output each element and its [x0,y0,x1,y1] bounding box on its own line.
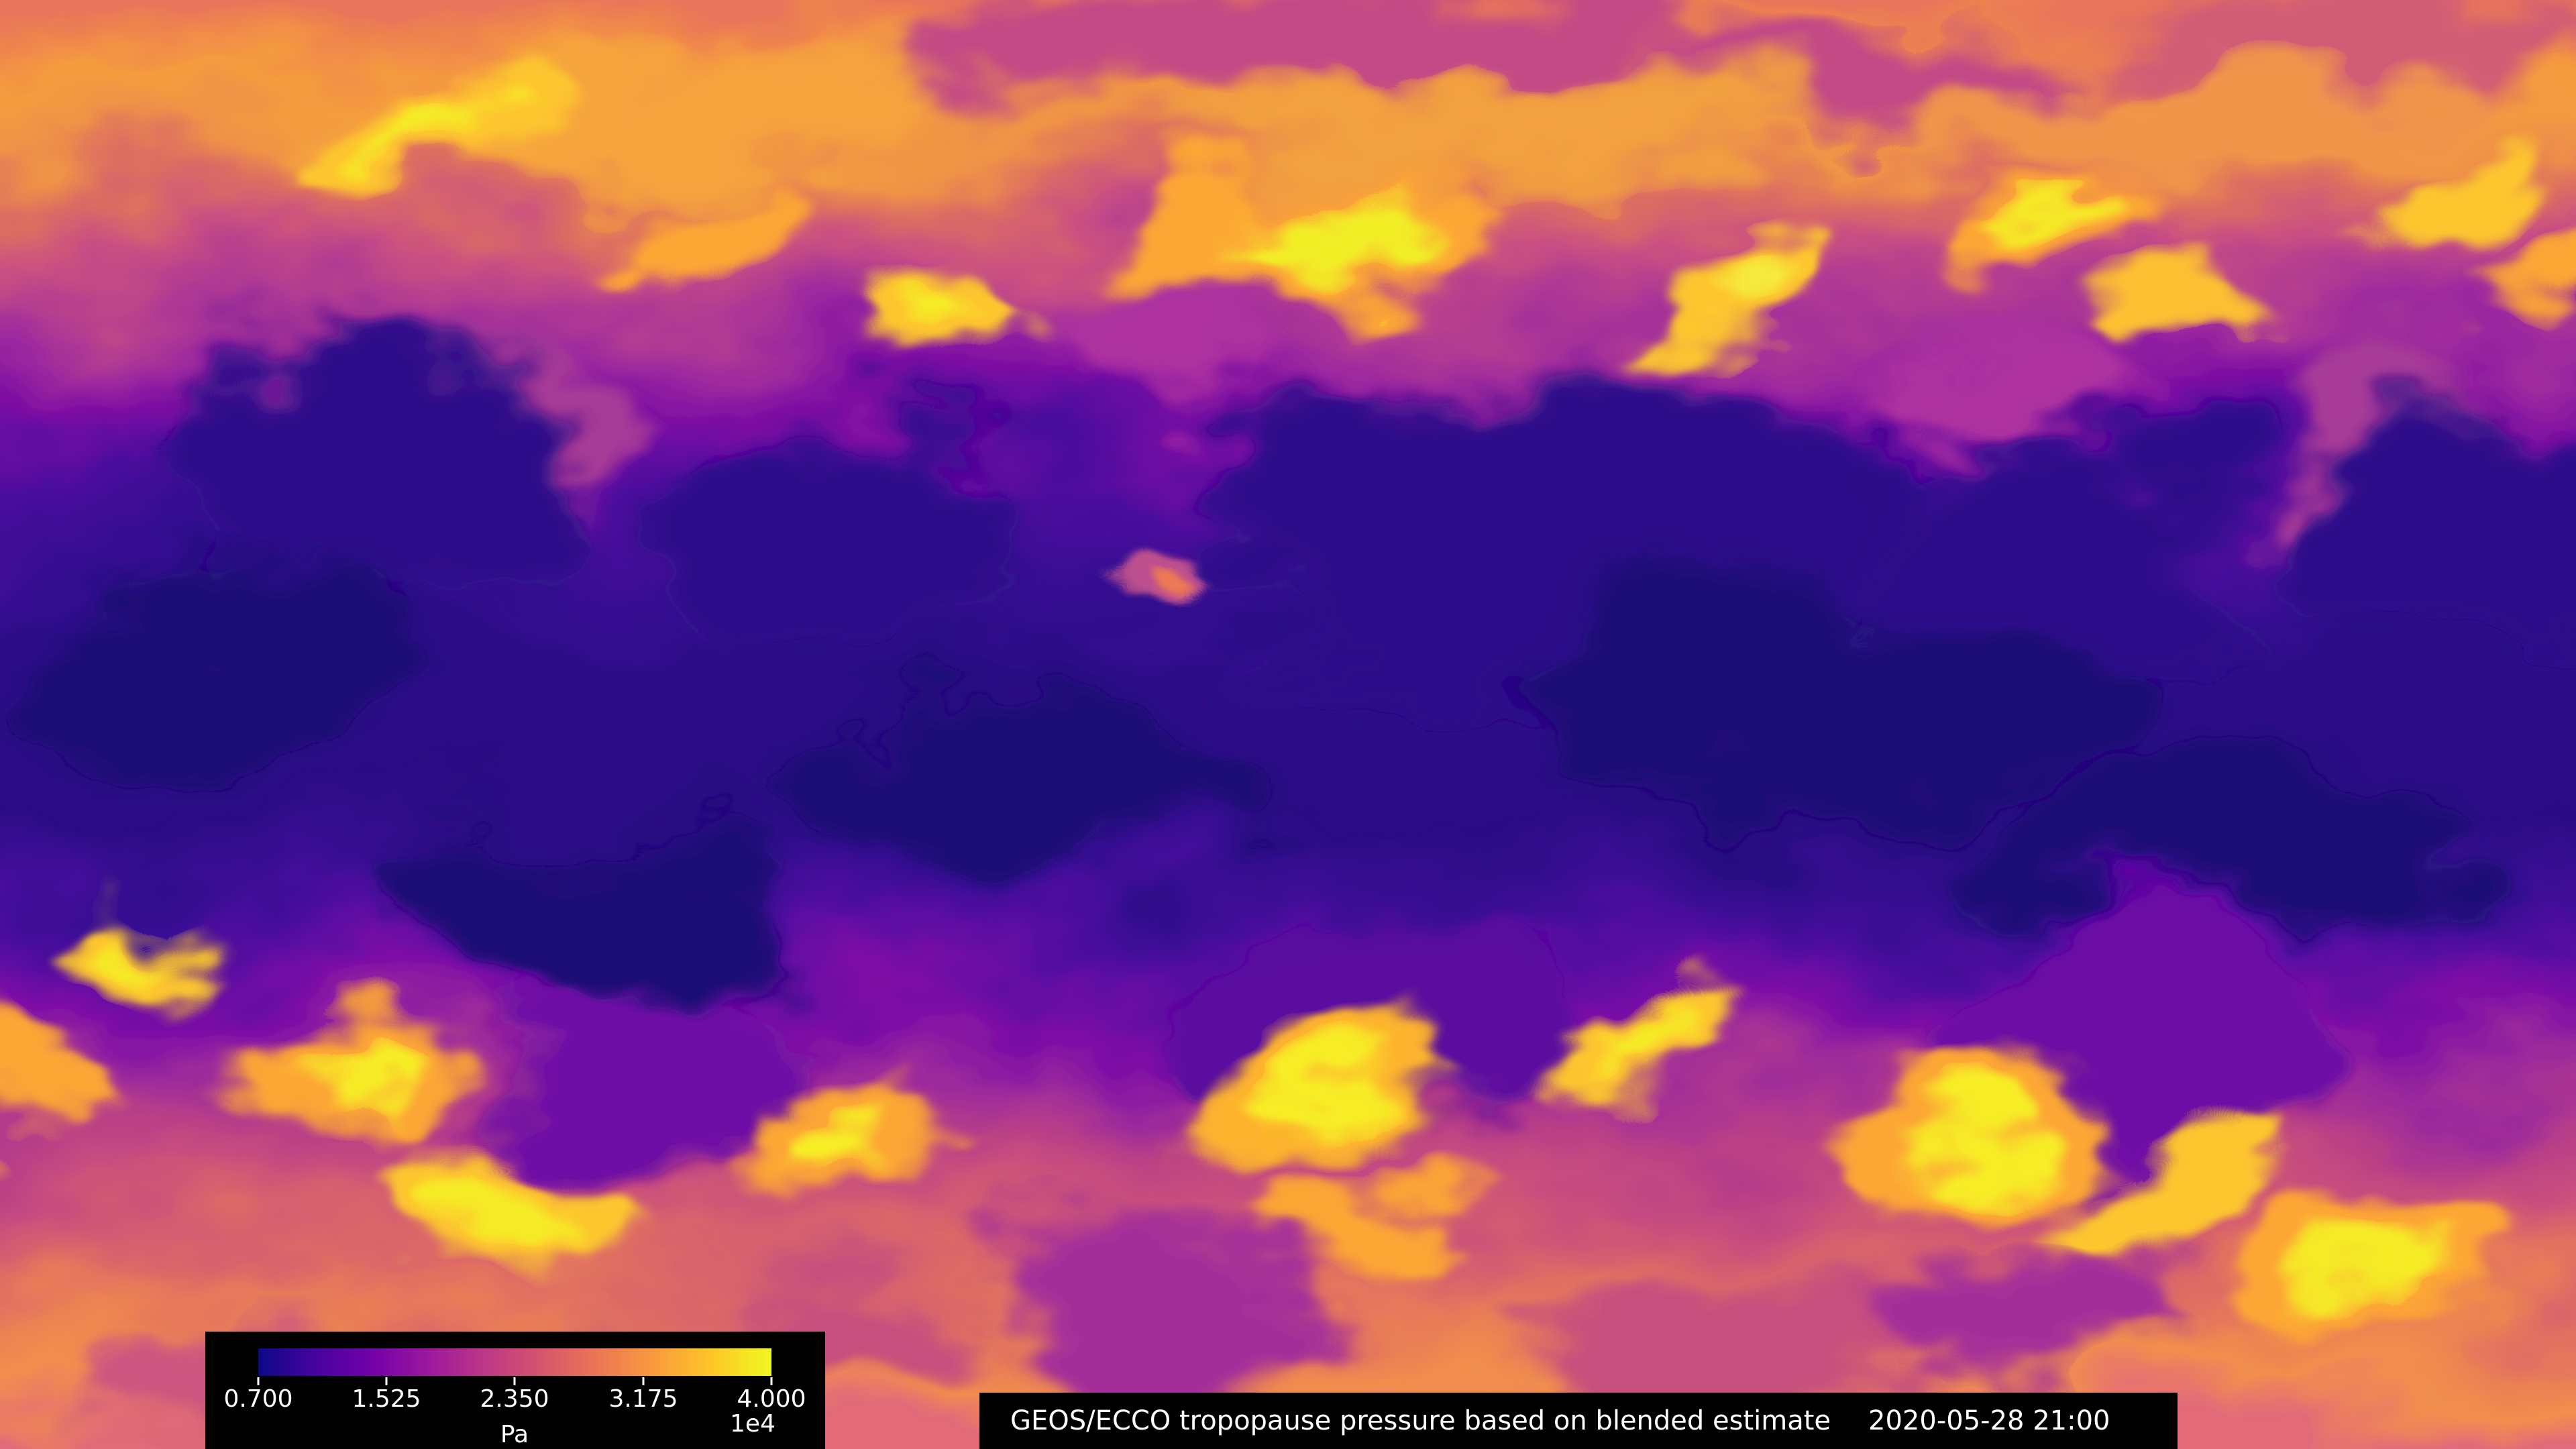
colorbar-gradient [258,1348,771,1376]
colorbar-tick [513,1377,516,1385]
colorbar-tick-label: 2.350 [480,1385,549,1413]
colorbar-tick-label: 3.175 [608,1385,678,1413]
colorbar-tick-label: 0.700 [223,1385,293,1413]
colorbar-tick [385,1377,388,1385]
colorbar-panel: 0.700 1.525 2.350 3.175 4.000 1e4 Pa [205,1332,825,1449]
colorbar-tick-label: 1.525 [352,1385,421,1413]
caption-text: GEOS/ECCO tropopause pressure based on b… [1010,1405,1831,1436]
colorbar-tick-label: 4.000 [737,1385,806,1413]
colorbar-tick [642,1377,645,1385]
colorbar-tick [770,1377,773,1385]
caption-timestamp: 2020-05-28 21:00 [1868,1405,2110,1436]
colorbar-offset-label: 1e4 [730,1410,775,1438]
caption-panel: GEOS/ECCO tropopause pressure based on b… [979,1393,2178,1449]
colorbar-tick [257,1377,260,1385]
colorbar-unit-label: Pa [500,1421,529,1448]
